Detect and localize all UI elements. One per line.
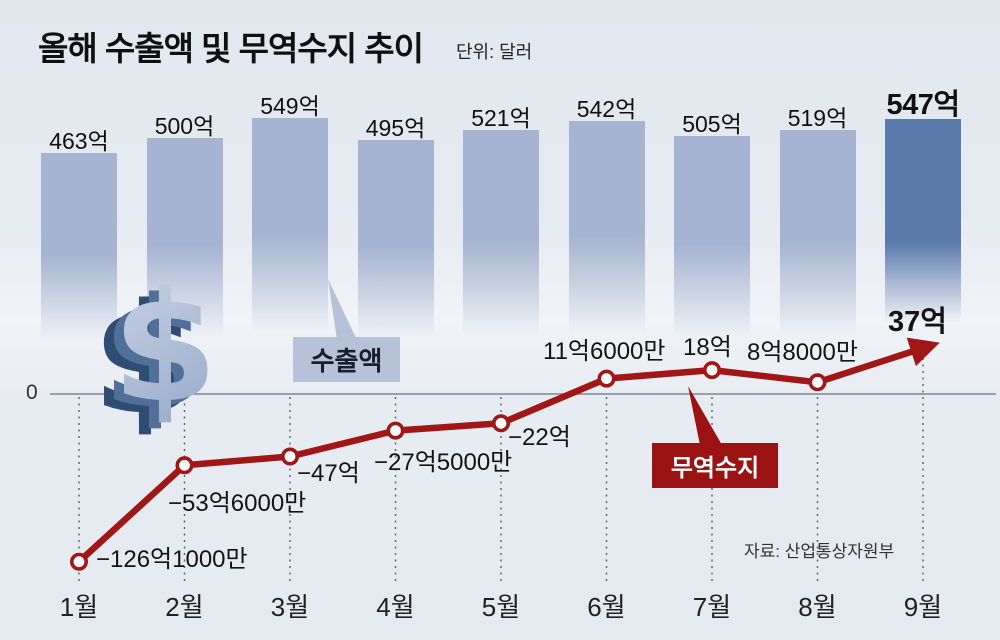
export-bar-value-label: 549억	[260, 93, 320, 120]
trade-balance-point-7월	[702, 361, 721, 380]
trade-balance-value-label-3월: −47억	[297, 460, 360, 487]
trade-balance-value-label-5월: −22억	[508, 424, 571, 451]
trade-balance-legend-callout: 무역수지	[652, 443, 778, 488]
export-bar-5월	[463, 129, 539, 394]
trade-balance-value-label-2월: −53억6000만	[168, 490, 306, 517]
export-bar-value-label: 495억	[365, 115, 426, 141]
export-bar-8월	[779, 130, 856, 394]
export-bar-value-label: 505억	[682, 111, 742, 137]
month-tick-label-6: 6월	[587, 592, 626, 622]
export-bar-value-label: 463억	[49, 127, 109, 154]
month-tick-label-4: 4월	[376, 592, 415, 622]
export-bar-1월	[41, 152, 117, 394]
export-bar-value-label: 542억	[576, 96, 637, 123]
trade-balance-legend-label: 무역수지	[670, 455, 760, 482]
export-bar-value-label: 547억	[886, 89, 960, 122]
trade-balance-value-label-9월: 37억	[888, 305, 947, 338]
trade-balance-point-6월	[597, 369, 616, 388]
source-credit: 자료: 산업통상자원부	[744, 542, 895, 561]
trade-balance-point-8월	[808, 373, 827, 392]
dollar-glyph-side: $	[102, 265, 208, 442]
dollar-glyph-extrusion: $	[92, 271, 198, 448]
month-tick-label-8: 8월	[798, 592, 837, 622]
trade-balance-value-label-1월: −126억1000만	[96, 546, 248, 573]
export-bar-value-label: 519억	[787, 105, 848, 132]
trade-balance-point-5월	[491, 414, 510, 433]
unit-label: 단위: 달러	[456, 42, 533, 62]
trade-balance-point-1월	[70, 552, 89, 571]
export-bar-7월	[674, 136, 750, 394]
month-tick-label-2: 2월	[165, 592, 204, 622]
exports-callout-pointer	[328, 279, 357, 340]
month-tick-label-7: 7월	[692, 592, 732, 622]
dollar-sign-icon: $ $ $	[92, 259, 218, 448]
dollar-glyph-face: $	[112, 259, 218, 436]
exports-legend-label: 수출액	[310, 346, 383, 376]
export-bar-6월	[568, 121, 645, 394]
exports-legend-callout: 수출액	[293, 337, 400, 382]
trade-balance-value-label-6월: 11억6000만	[543, 338, 665, 365]
month-tick-label-3: 3월	[270, 592, 310, 622]
trade-balance-point-2월	[175, 456, 194, 475]
zero-axis-label: 0	[26, 381, 38, 404]
month-tick-label-9: 9월	[903, 592, 943, 622]
month-tick-label-1: 1월	[59, 592, 99, 622]
trade-balance-value-label-8월: 8억8000만	[747, 339, 858, 366]
month-tick-label-5: 5월	[481, 592, 521, 622]
chart-title: 올해 수출액 및 무역수지 추이	[38, 30, 424, 67]
trade-balance-point-4월	[386, 421, 405, 440]
trade-balance-point-3월	[280, 447, 299, 466]
trade-balance-callout-pointer	[688, 386, 722, 445]
trade-balance-value-label-7월: 18억	[683, 334, 732, 361]
trade-balance-value-label-4월: −27억5000만	[374, 449, 512, 476]
export-bar-2월	[146, 138, 223, 394]
export-bar-value-label: 500억	[154, 113, 215, 139]
export-bar-value-label: 521억	[471, 104, 531, 131]
